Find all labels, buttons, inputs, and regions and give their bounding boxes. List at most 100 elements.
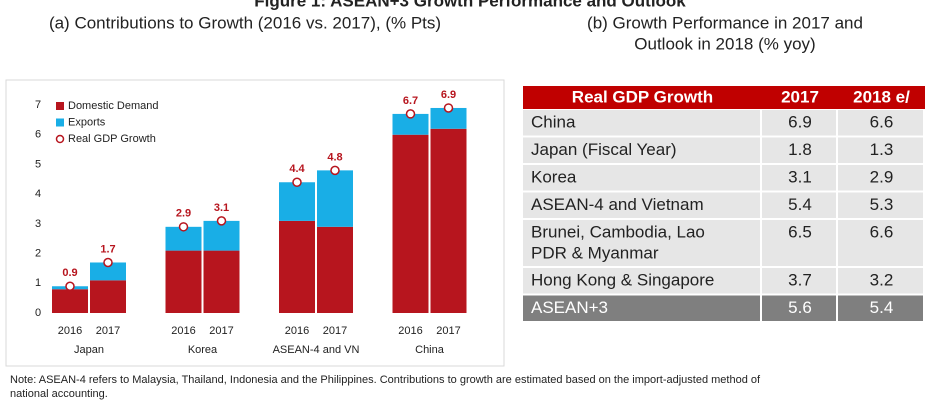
table-value: 5.4 (870, 298, 894, 317)
y-tick-label: 7 (35, 99, 41, 111)
x-tick-label: 2016 (285, 325, 309, 337)
bar-segment (203, 250, 240, 313)
table-value: 6.9 (788, 112, 812, 131)
row-label: ASEAN-4 and Vietnam (531, 195, 704, 214)
bar-segment (279, 182, 315, 221)
x-tick-label: 2016 (398, 325, 422, 337)
panel-b-title: Outlook in 2018 (% yoy) (634, 34, 815, 53)
group-label: Japan (74, 344, 104, 356)
legend-swatch (56, 118, 64, 127)
table-value: 6.5 (788, 222, 812, 241)
y-tick-label: 3 (35, 218, 41, 230)
y-tick-label: 1 (35, 277, 41, 289)
bar-segment (392, 113, 429, 135)
table-cell (523, 268, 760, 294)
table-cell (838, 137, 923, 163)
row-label: Japan (Fiscal Year) (531, 140, 677, 159)
gdp-marker (65, 281, 75, 292)
x-tick-label: 2017 (209, 325, 233, 337)
y-tick-label: 4 (35, 188, 41, 200)
x-tick-label: 2017 (96, 325, 120, 337)
bar-segment (430, 107, 467, 129)
table-value: 6.6 (870, 112, 894, 131)
table-cell (762, 268, 836, 294)
table-value: 3.2 (870, 270, 894, 289)
note: national accounting. (10, 388, 108, 400)
table-cell (523, 192, 760, 218)
table-value: 5.4 (788, 195, 812, 214)
group-label: ASEAN-4 and VN (273, 344, 360, 356)
table-cell (762, 192, 836, 218)
table-value: 3.1 (788, 167, 812, 186)
panel-a-title: (a) Contributions to Growth (2016 vs. 20… (49, 13, 441, 32)
x-tick-label: 2016 (171, 325, 195, 337)
legend-label: Exports (68, 116, 106, 128)
gdp-marker (405, 109, 416, 119)
bar-segment (165, 250, 202, 313)
table-cell (523, 110, 760, 136)
bar-segment (90, 280, 126, 313)
table-cell (838, 220, 923, 266)
legend-label: Domestic Demand (68, 100, 158, 112)
row-label: PDR & Myanmar (531, 243, 659, 262)
table-cell (762, 110, 836, 136)
gdp-marker (330, 165, 340, 176)
data-label: 2.9 (176, 208, 191, 220)
data-label: 6.7 (403, 95, 418, 107)
y-tick-label: 2 (35, 247, 41, 259)
panel-b-title: (b) Growth Performance in 2017 and (587, 13, 863, 32)
data-label: 0.9 (62, 267, 77, 279)
bar-segment (317, 170, 353, 227)
chart-frame (5, 79, 505, 367)
table-header: 2017 (781, 87, 819, 106)
bar-segment (165, 226, 202, 251)
row-label: ASEAN+3 (531, 298, 608, 317)
table-cell (838, 165, 923, 191)
table-header: Real GDP Growth (572, 87, 713, 106)
bar-segment (430, 128, 467, 313)
table-value: 3.7 (788, 270, 812, 289)
data-label: 3.1 (214, 202, 229, 214)
table-cell (523, 295, 760, 321)
table-cell (523, 220, 760, 266)
table-value: 2.9 (870, 167, 894, 186)
table-cell (523, 165, 760, 191)
table-cell (762, 137, 836, 163)
table-cell (762, 220, 836, 266)
gdp-marker (216, 216, 227, 226)
x-tick-label: 2016 (58, 325, 82, 337)
table-value: 6.6 (870, 222, 894, 241)
x-tick-label: 2017 (436, 325, 460, 337)
bar-segment (317, 226, 353, 313)
table-cell (762, 295, 836, 321)
table-cell (838, 110, 923, 136)
gdp-marker (292, 177, 302, 188)
y-tick-label: 0 (35, 307, 41, 319)
bar-segment (203, 220, 240, 251)
table-cell (838, 192, 923, 218)
bar-segment (392, 134, 429, 313)
table-cell (523, 137, 760, 163)
figure-title: Figure 1: ASEAN+3 Growth Performance and… (254, 0, 686, 10)
table-header: 2018 e/ (853, 87, 910, 106)
table-cell (762, 165, 836, 191)
row-label: China (531, 112, 576, 131)
data-label: 4.4 (289, 163, 305, 175)
x-tick-label: 2017 (323, 325, 347, 337)
table-value: 1.8 (788, 140, 812, 159)
gdp-marker (178, 222, 189, 232)
row-label: Brunei, Cambodia, Lao (531, 222, 705, 241)
row-label: Korea (531, 167, 577, 186)
bar-segment (52, 289, 88, 313)
y-tick-label: 6 (35, 129, 41, 141)
table-cell (838, 268, 923, 294)
table-value: 5.3 (870, 195, 894, 214)
bar-segment (90, 262, 126, 281)
gdp-marker (443, 103, 454, 113)
legend-label: Real GDP Growth (68, 133, 156, 145)
table-value: 1.3 (870, 140, 894, 159)
data-label: 6.9 (441, 89, 456, 101)
table-header-bg (523, 86, 925, 109)
legend-swatch (56, 102, 64, 110)
